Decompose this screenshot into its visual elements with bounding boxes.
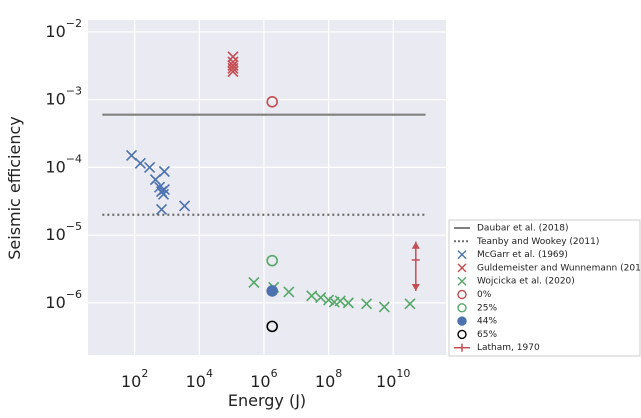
- legend-label: 44%: [477, 317, 497, 327]
- tick-label: 10−6: [45, 288, 82, 312]
- legend-swatch: [457, 329, 467, 340]
- x-marker: [248, 276, 260, 289]
- circle-marker: [266, 254, 278, 267]
- legend-label: Wojcicka et al. (2020): [477, 277, 575, 287]
- x-marker: [144, 161, 156, 173]
- x-marker: [283, 286, 295, 298]
- legend: [448, 219, 641, 357]
- tick-exponent: −4: [66, 152, 82, 165]
- tick-label: 10−2: [45, 17, 82, 41]
- legend-label: Daubar et al. (2018): [477, 224, 569, 234]
- x-marker: [155, 203, 168, 215]
- tick-label: 10−5: [45, 220, 82, 244]
- legend-swatch: [457, 289, 467, 300]
- circle-marker: [266, 320, 278, 333]
- tick-label: 10−3: [45, 85, 82, 109]
- tick-exponent: 8: [335, 367, 342, 380]
- tick-base: 10: [315, 372, 335, 391]
- tick-label: 106: [250, 367, 277, 391]
- tick-base: 10: [250, 372, 270, 391]
- legend-swatch: [457, 276, 467, 286]
- tick-exponent: 10: [396, 367, 410, 380]
- tick-base: 10: [45, 225, 65, 244]
- tick-label: 104: [186, 367, 213, 391]
- x-marker: [149, 174, 162, 186]
- legend-swatch: [457, 303, 467, 313]
- legend-label: 0%: [477, 290, 492, 300]
- circle-marker: [266, 95, 278, 108]
- tick-base: 10: [45, 89, 65, 108]
- tick-label: 102: [121, 367, 148, 391]
- x-marker: [158, 184, 170, 196]
- legend-swatch: [457, 250, 467, 260]
- tick-exponent: −2: [66, 17, 82, 30]
- legend-label: 65%: [477, 330, 497, 340]
- tick-exponent: 2: [141, 367, 148, 380]
- x-marker: [178, 200, 191, 212]
- tick-base: 10: [186, 372, 206, 391]
- x-marker: [227, 62, 239, 74]
- tick-exponent: −5: [66, 220, 82, 233]
- legend-swatch: [457, 316, 467, 326]
- circle-marker: [266, 285, 278, 297]
- x-marker: [334, 295, 346, 307]
- tick-label: 1010: [376, 367, 410, 391]
- x-marker: [342, 297, 354, 309]
- x-marker: [227, 65, 239, 78]
- error-cap-lower: [411, 283, 420, 291]
- error-cap-upper: [411, 241, 420, 249]
- legend-label: Teanby and Wookey (2011): [476, 237, 599, 247]
- legend-label: Latham, 1970: [477, 343, 540, 353]
- x-marker: [306, 290, 318, 302]
- legend-label: McGarr et al. (1969): [477, 250, 568, 260]
- legend-label: 25%: [477, 303, 497, 313]
- tick-base: 10: [376, 372, 396, 391]
- tick-base: 10: [45, 157, 65, 176]
- x-marker: [158, 165, 170, 178]
- x-marker: [378, 301, 390, 313]
- x-marker: [404, 298, 416, 310]
- y-axis-label: Seismic efficiency: [5, 116, 24, 260]
- tick-base: 10: [121, 372, 141, 391]
- tick-label: 108: [315, 367, 342, 391]
- tick-label: 10−4: [45, 152, 82, 176]
- legend-swatch: [457, 263, 467, 273]
- tick-exponent: −6: [66, 288, 82, 301]
- x-marker: [134, 157, 146, 169]
- x-axis-label: Energy (J): [228, 391, 306, 410]
- tick-base: 10: [45, 21, 65, 40]
- plot-area: [88, 20, 446, 355]
- tick-base: 10: [45, 292, 65, 311]
- tick-exponent: 4: [206, 367, 213, 380]
- x-marker: [227, 51, 239, 63]
- tick-exponent: 6: [271, 367, 278, 380]
- x-marker: [361, 298, 373, 310]
- x-marker: [315, 291, 327, 304]
- legend-label: Guldemeister and Wunnemann (2017): [477, 263, 641, 273]
- tick-exponent: −3: [66, 85, 82, 98]
